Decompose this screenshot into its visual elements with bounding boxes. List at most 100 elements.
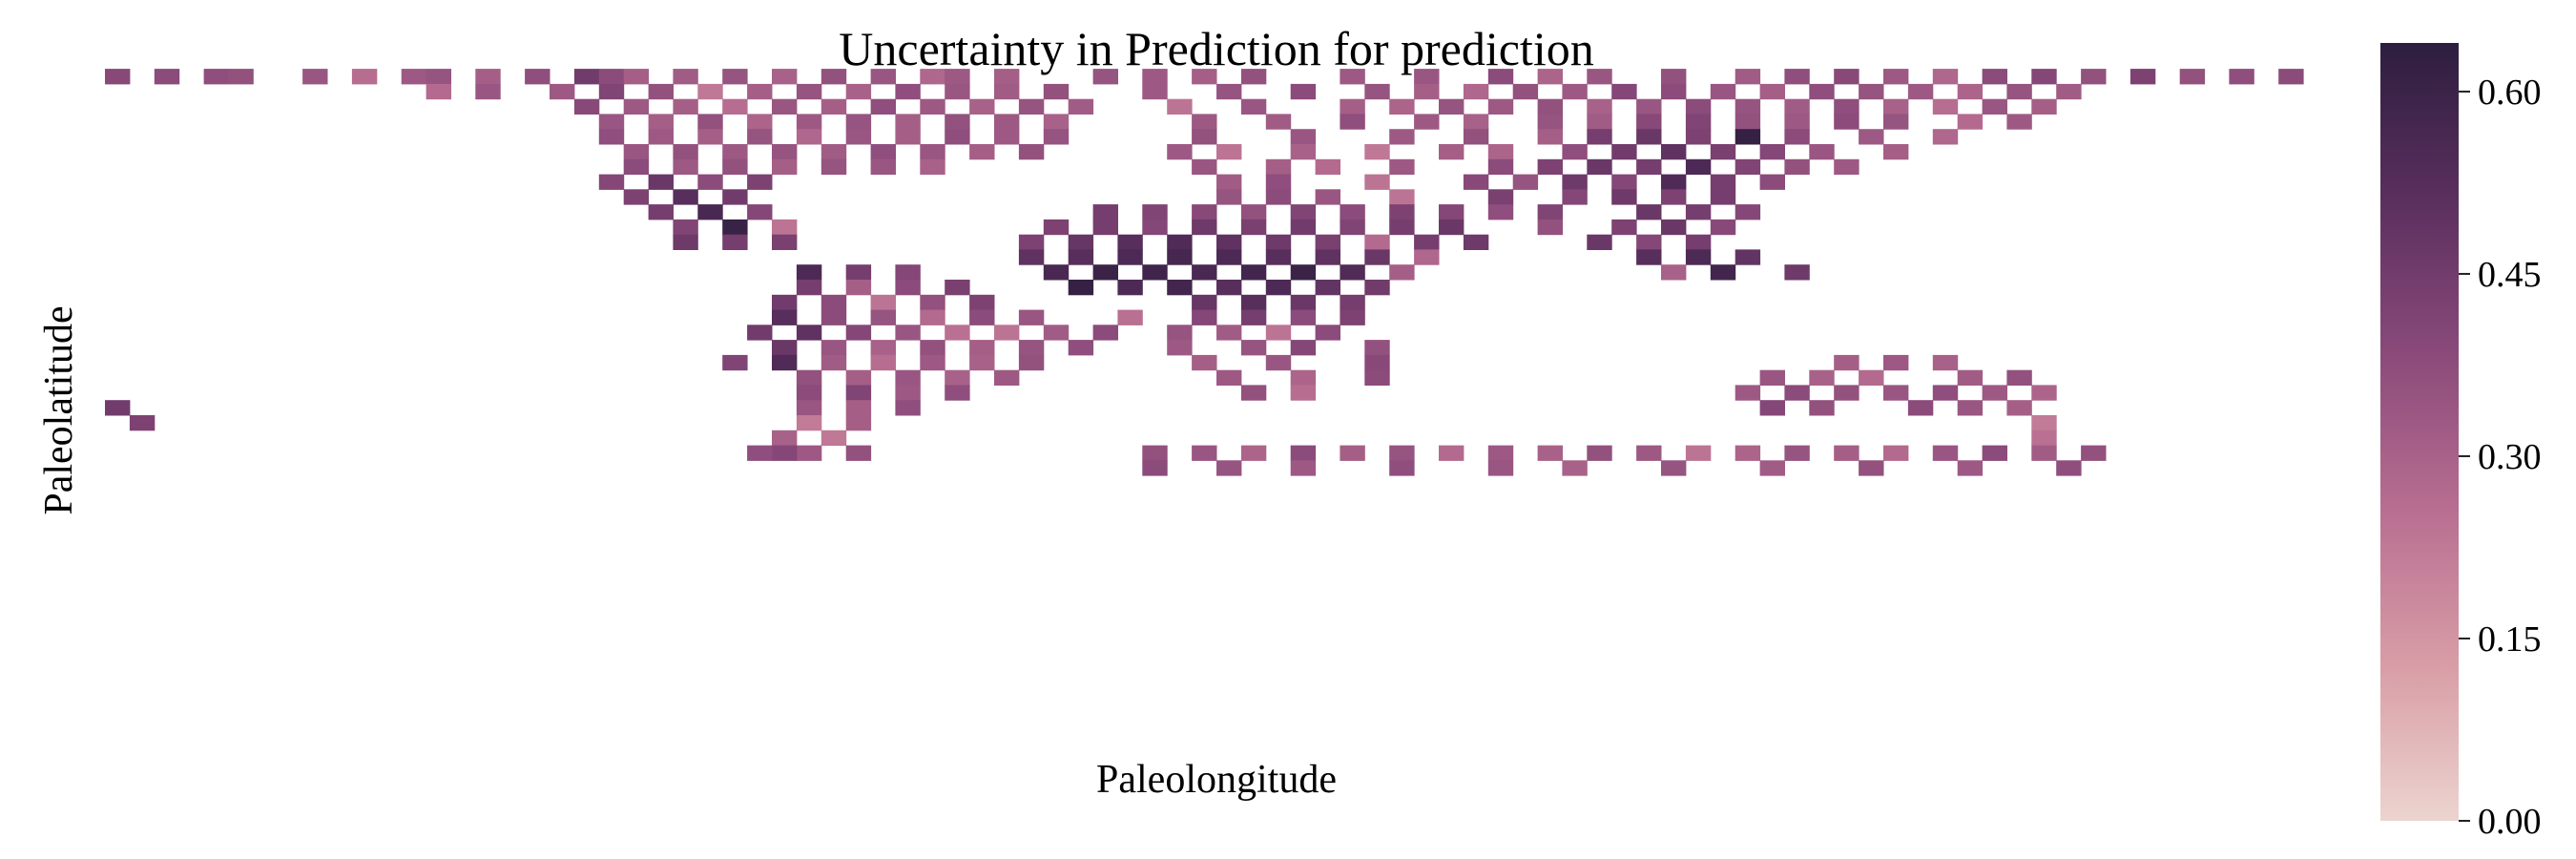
heatmap-cell xyxy=(870,309,896,325)
heatmap-cell xyxy=(1611,219,1637,236)
heatmap-cell xyxy=(1364,340,1390,356)
heatmap-cell xyxy=(1216,234,1242,250)
heatmap-cell xyxy=(1784,385,1810,401)
heatmap-cell xyxy=(1192,219,1217,236)
heatmap-cell xyxy=(895,280,921,296)
heatmap-cell xyxy=(945,83,970,100)
heatmap-cell xyxy=(994,129,1020,145)
heatmap-cell xyxy=(623,189,650,205)
heatmap-cell xyxy=(1512,174,1539,190)
heatmap-cell xyxy=(2179,69,2206,85)
heatmap-cell xyxy=(920,98,945,115)
heatmap-cell xyxy=(1487,144,1514,160)
heatmap-cell xyxy=(1290,219,1317,236)
heatmap-cell xyxy=(1265,114,1292,130)
heatmap-cell xyxy=(1192,309,1217,325)
heatmap-cell xyxy=(722,98,748,115)
heatmap-cell xyxy=(772,144,798,160)
heatmap-cell xyxy=(697,204,723,220)
heatmap-cell xyxy=(1265,249,1292,265)
heatmap-cell xyxy=(796,129,822,145)
heatmap-cell xyxy=(1192,204,1217,220)
heatmap-cell xyxy=(1932,445,1959,461)
heatmap-cell xyxy=(2081,69,2107,85)
heatmap-cell xyxy=(1167,234,1193,250)
heatmap-cell xyxy=(1167,98,1193,115)
heatmap-cell xyxy=(697,114,723,130)
heatmap-cell xyxy=(1735,69,1761,85)
heatmap-cell xyxy=(1439,98,1465,115)
heatmap-cell xyxy=(1463,83,1489,100)
heatmap-cell xyxy=(1092,204,1118,220)
heatmap-cell xyxy=(1117,309,1143,325)
heatmap-cell xyxy=(870,294,896,311)
heatmap-cell xyxy=(1759,83,1785,100)
heatmap-cell xyxy=(772,294,798,311)
heatmap-cell xyxy=(1142,445,1168,461)
heatmap-cell xyxy=(1957,83,1984,100)
heatmap-cell xyxy=(895,400,921,416)
heatmap-cell xyxy=(1018,309,1045,325)
heatmap-cell xyxy=(845,264,872,281)
heatmap-cell xyxy=(920,340,945,356)
heatmap-cell xyxy=(945,114,970,130)
heatmap-cell xyxy=(1784,129,1810,145)
heatmap-cell xyxy=(2006,400,2032,416)
heatmap-cell xyxy=(1710,174,1736,190)
heatmap-cell xyxy=(598,114,625,130)
heatmap-cell xyxy=(1685,445,1712,461)
heatmap-cell xyxy=(1364,249,1390,265)
heatmap-cell xyxy=(1043,114,1070,130)
heatmap-cell xyxy=(747,445,773,461)
heatmap-cell xyxy=(1092,264,1118,281)
heatmap-cell xyxy=(845,385,872,401)
heatmap-cell xyxy=(1290,129,1317,145)
heatmap-cell xyxy=(796,445,822,461)
heatmap-cell xyxy=(920,158,945,176)
heatmap-cell xyxy=(920,69,945,85)
heatmap-cell xyxy=(2031,445,2057,461)
heatmap-cell xyxy=(475,69,501,85)
chart-title: Uncertainty in Prediction for prediction xyxy=(839,22,1593,75)
heatmap-cell xyxy=(2229,69,2254,85)
heatmap-cell xyxy=(1932,98,1959,115)
heatmap-cell xyxy=(1216,174,1242,190)
heatmap-cell xyxy=(1834,69,1859,85)
heatmap-cell xyxy=(1018,340,1045,356)
heatmap-cell xyxy=(203,69,229,85)
heatmap-cell xyxy=(1759,369,1785,386)
heatmap-cell xyxy=(1587,445,1612,461)
heatmap-cell xyxy=(1167,340,1193,356)
heatmap-cell xyxy=(1240,204,1267,220)
heatmap-cell xyxy=(1463,129,1489,145)
heatmap-cell xyxy=(994,83,1020,100)
heatmap-cell xyxy=(1487,460,1514,476)
heatmap-cell xyxy=(1932,129,1959,145)
heatmap-cell xyxy=(1290,369,1317,386)
heatmap-cell xyxy=(2031,430,2057,447)
heatmap-cell xyxy=(1537,129,1563,145)
heatmap-cell xyxy=(1759,174,1785,190)
heatmap-cell xyxy=(1240,385,1267,401)
heatmap-cells xyxy=(105,69,2304,476)
heatmap-cell xyxy=(1661,264,1687,281)
heatmap-cell xyxy=(1315,325,1340,341)
heatmap-cell xyxy=(1859,129,1884,145)
heatmap-cell xyxy=(1216,460,1242,476)
heatmap-cell xyxy=(2129,69,2156,85)
heatmap-cell xyxy=(1661,219,1687,236)
heatmap-cell xyxy=(772,219,798,236)
heatmap-cell xyxy=(598,69,625,85)
heatmap-cell xyxy=(1240,340,1267,356)
heatmap-cell xyxy=(1982,69,2007,85)
heatmap-cell xyxy=(1487,69,1514,85)
heatmap-cell xyxy=(796,385,822,401)
heatmap-cell xyxy=(870,144,896,160)
heatmap-cell xyxy=(1784,69,1810,85)
heatmap-cell xyxy=(747,204,773,220)
heatmap-cell xyxy=(2006,369,2032,386)
heatmap-cell xyxy=(1018,249,1045,265)
heatmap-cell xyxy=(1685,234,1712,250)
heatmap-cell xyxy=(648,83,674,100)
heatmap-cell xyxy=(1982,445,2007,461)
